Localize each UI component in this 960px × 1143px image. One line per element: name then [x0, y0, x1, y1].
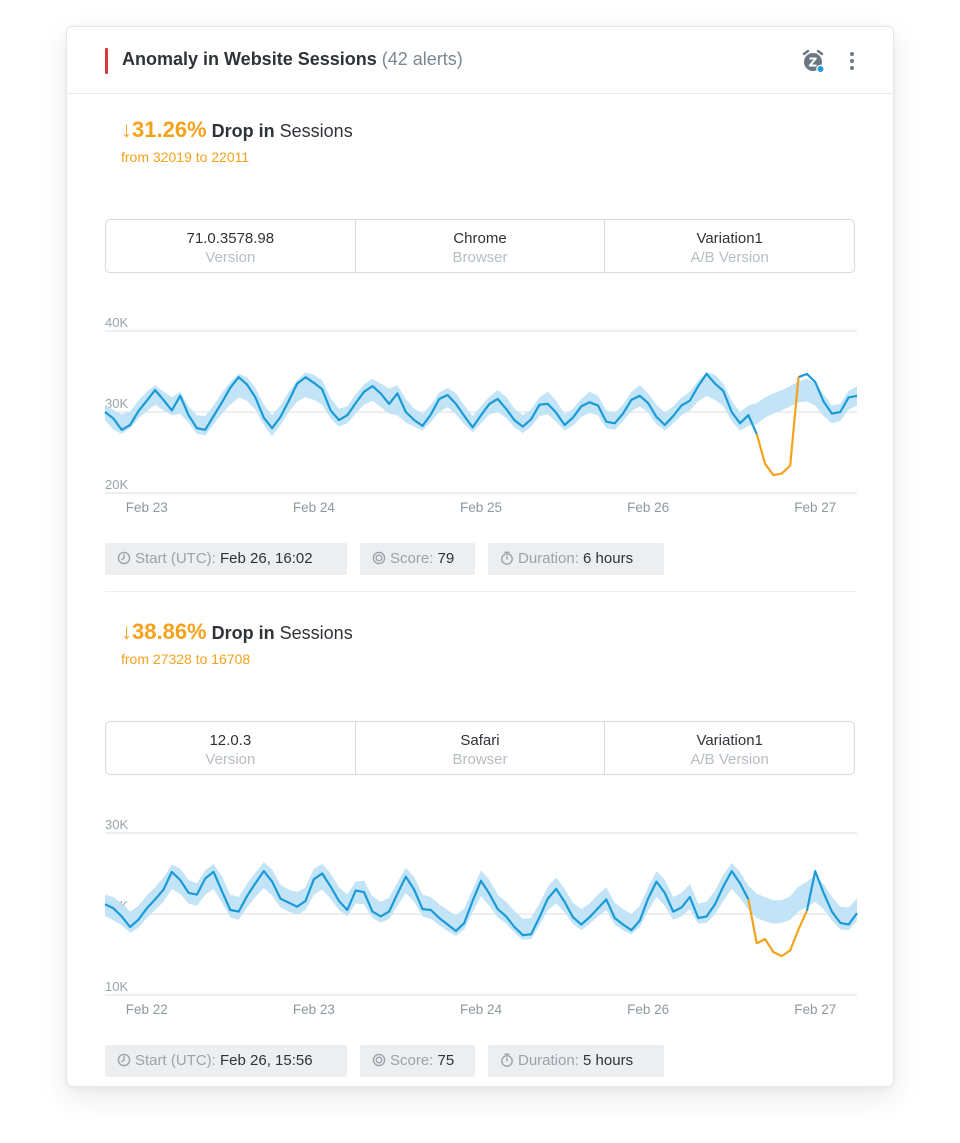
dimension-value: Variation1 — [696, 732, 763, 749]
dimension-table: 12.0.3 Version Safari Browser Variation1… — [105, 721, 855, 775]
clock-icon — [117, 551, 131, 565]
dimension-label: Browser — [452, 751, 508, 768]
dimension-label: Version — [205, 249, 256, 266]
x-tick-label: Feb 23 — [126, 500, 168, 515]
dimension-label: Browser — [452, 249, 508, 266]
start-label: Start (UTC): — [135, 550, 216, 567]
dimension-version: 12.0.3 Version — [106, 722, 356, 774]
clock-icon — [117, 1053, 131, 1067]
anomaly-line — [747, 899, 808, 958]
x-tick-label: Feb 26 — [627, 1002, 669, 1017]
score-pill: Score: 79 — [360, 543, 475, 575]
duration-pill: Duration: 6 hours — [488, 543, 664, 575]
confidence-band — [105, 372, 857, 437]
x-tick-label: Feb 25 — [460, 500, 502, 515]
start-label: Start (UTC): — [135, 1052, 216, 1069]
value-range: from 32019 to 22011 — [121, 149, 250, 165]
dimension-ab-version: Variation1 A/B Version — [605, 722, 854, 774]
start-value: Feb 26, 15:56 — [220, 1052, 313, 1069]
down-arrow-icon: ↓ — [121, 619, 132, 644]
score-gauge-icon — [372, 551, 386, 565]
x-tick-label: Feb 26 — [627, 500, 669, 515]
card-title: Anomaly in Website Sessions (42 alerts) — [122, 49, 463, 70]
series-line — [805, 870, 858, 926]
metric-name: Sessions — [279, 623, 353, 643]
severity-accent-bar — [105, 48, 108, 74]
x-tick-label: Feb 27 — [794, 1002, 836, 1017]
dimension-value: Safari — [460, 732, 500, 749]
value-range: from 27328 to 16708 — [121, 651, 251, 667]
series-line — [798, 372, 858, 415]
dimension-value: 12.0.3 — [209, 732, 252, 749]
y-tick-label: 20K — [105, 477, 128, 492]
sessions-chart-1: 40K 30K 20K Feb 23 Feb 24 Feb 25 Feb 26 Feb 27 — [104, 315, 858, 515]
snooze-alarm-icon[interactable] — [800, 48, 826, 74]
drop-percent: 38.86% — [132, 619, 207, 644]
drop-percent: 31.26% — [132, 117, 207, 142]
dimension-browser: Safari Browser — [356, 722, 606, 774]
down-arrow-icon: ↓ — [121, 117, 132, 142]
x-tick-label: Feb 24 — [293, 500, 336, 515]
anomaly-line — [755, 377, 800, 477]
anomaly-headline: ↓38.86% Drop in Sessions — [121, 619, 353, 645]
score-pill: Score: 75 — [360, 1045, 475, 1077]
dimension-label: Version — [205, 751, 256, 768]
y-tick-label: 40K — [105, 315, 128, 330]
score-gauge-icon — [372, 1053, 386, 1067]
section-divider — [105, 591, 857, 592]
duration-pill: Duration: 5 hours — [488, 1045, 664, 1077]
drop-label: Drop in — [211, 623, 275, 643]
card-header: Anomaly in Website Sessions (42 alerts) — [67, 27, 893, 94]
y-tick-label: 30K — [105, 396, 128, 411]
stopwatch-icon — [501, 1053, 513, 1067]
series-line — [104, 870, 750, 937]
score-value: 75 — [437, 1052, 455, 1069]
duration-value: 6 hours — [583, 550, 634, 567]
start-value: Feb 26, 16:02 — [220, 550, 313, 567]
duration-label: Duration: — [518, 1052, 579, 1069]
x-tick-label: Feb 23 — [293, 1002, 335, 1017]
confidence-band — [105, 862, 857, 940]
dimension-ab-version: Variation1 A/B Version — [605, 220, 854, 272]
anomaly-card: Anomaly in Website Sessions (42 alerts) … — [66, 26, 894, 1087]
dimension-value: 71.0.3578.98 — [186, 230, 275, 247]
x-tick-label: Feb 27 — [794, 500, 836, 515]
stopwatch-icon — [501, 551, 513, 565]
card-title-text: Anomaly in Website Sessions — [122, 49, 377, 69]
dimension-browser: Chrome Browser — [356, 220, 606, 272]
dimension-value: Chrome — [453, 230, 507, 247]
x-tick-label: Feb 24 — [460, 1002, 503, 1017]
duration-value: 5 hours — [583, 1052, 634, 1069]
x-tick-label: Feb 22 — [126, 1002, 168, 1017]
drop-label: Drop in — [211, 121, 275, 141]
score-value: 79 — [437, 550, 455, 567]
start-time-pill: Start (UTC): Feb 26, 16:02 — [105, 543, 347, 575]
dimension-value: Variation1 — [696, 230, 763, 247]
duration-label: Duration: — [518, 550, 579, 567]
series-line — [104, 372, 758, 435]
score-label: Score: — [390, 550, 434, 567]
dimension-version: 71.0.3578.98 Version — [106, 220, 356, 272]
more-vertical-icon[interactable] — [842, 48, 862, 74]
anomaly-headline: ↓31.26% Drop in Sessions — [121, 117, 353, 143]
metric-name: Sessions — [279, 121, 353, 141]
alert-count: (42 alerts) — [381, 49, 463, 69]
y-tick-label: 10K — [105, 979, 128, 994]
y-tick-label: 30K — [105, 817, 128, 832]
dimension-label: A/B Version — [690, 751, 769, 768]
start-time-pill: Start (UTC): Feb 26, 15:56 — [105, 1045, 347, 1077]
score-label: Score: — [390, 1052, 434, 1069]
dimension-label: A/B Version — [690, 249, 769, 266]
dimension-table: 71.0.3578.98 Version Chrome Browser Vari… — [105, 219, 855, 273]
